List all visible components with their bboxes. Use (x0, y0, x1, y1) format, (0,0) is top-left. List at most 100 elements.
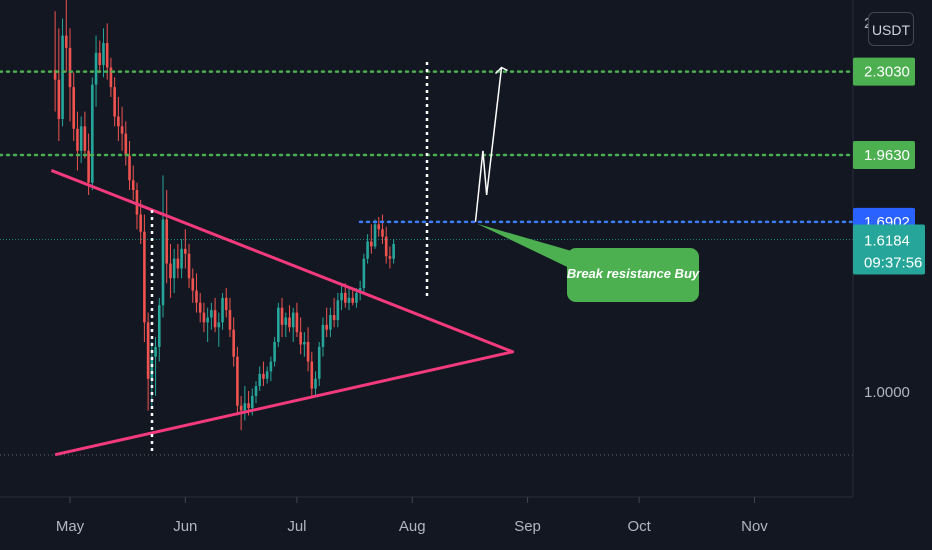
candle (254, 381, 258, 404)
candle (146, 312, 150, 411)
candle (154, 337, 157, 396)
candle (139, 199, 142, 244)
candle (317, 341, 321, 387)
candle (143, 214, 146, 342)
candle (284, 312, 288, 338)
candle (221, 292, 224, 330)
x-tick-label: Oct (627, 518, 651, 535)
candle (277, 302, 280, 347)
candle (321, 317, 325, 357)
candle (377, 217, 381, 237)
candle (53, 11, 57, 112)
candle (79, 116, 83, 164)
svg-text:1.9630: 1.9630 (864, 147, 910, 164)
candle (180, 239, 183, 279)
x-tick-label: Sep (514, 518, 541, 535)
candle (384, 226, 388, 264)
x-tick-label: May (56, 518, 85, 535)
candle (310, 351, 314, 396)
candle (273, 337, 276, 367)
candle (105, 23, 109, 80)
candle (347, 288, 351, 311)
candle (165, 190, 169, 284)
y-tick-label: 1.0000 (864, 384, 910, 401)
candle (184, 229, 187, 269)
candle (169, 243, 172, 298)
price-tag-level-1: 1.9630 (853, 140, 915, 169)
candles-layer (53, 0, 395, 431)
candle (217, 312, 221, 347)
currency-label[interactable]: USDT (868, 12, 914, 46)
callout-text: Break resistance Buy (567, 266, 700, 281)
candle (236, 346, 239, 416)
candle (258, 366, 262, 391)
candle (340, 285, 343, 311)
candle (295, 302, 299, 338)
candle (228, 297, 232, 338)
candle (243, 386, 247, 421)
candle (206, 307, 209, 342)
candle (135, 182, 139, 230)
candle (128, 141, 131, 191)
price-tag-level-0: 2.3030 (853, 57, 915, 86)
candle (157, 297, 161, 362)
svg-text:2.3030: 2.3030 (864, 64, 910, 81)
candle (373, 219, 377, 249)
projection-arrowhead (494, 66, 508, 75)
candle (72, 72, 76, 142)
candle (388, 246, 392, 269)
candle (120, 106, 124, 151)
candle (329, 307, 332, 338)
candle (314, 371, 317, 396)
x-tick-label: Jun (173, 518, 197, 535)
candle (306, 327, 310, 372)
triangle-pattern[interactable] (50, 169, 515, 457)
x-tick-label: Nov (741, 518, 768, 535)
candle (332, 297, 336, 328)
candle (91, 77, 94, 191)
candle (325, 307, 328, 338)
candle (131, 165, 135, 200)
candle (224, 288, 228, 318)
current-price-tag: 1.6184 09:37:56 (853, 224, 925, 275)
svg-text:1.6184: 1.6184 (864, 232, 910, 249)
candle (64, 0, 68, 73)
candle (109, 57, 113, 97)
candle (198, 292, 202, 323)
candle (83, 111, 87, 159)
candle (94, 35, 98, 107)
candle (76, 111, 79, 171)
candle (362, 253, 366, 293)
candle (98, 40, 102, 73)
candle (288, 305, 291, 333)
candle (280, 297, 284, 338)
candle (113, 77, 116, 127)
candle (187, 243, 191, 289)
x-tick-label: Aug (399, 518, 426, 535)
candle (291, 307, 295, 342)
candle (172, 248, 176, 293)
candle (195, 273, 198, 313)
candle (161, 175, 165, 318)
candle (232, 317, 235, 367)
candle (210, 302, 213, 330)
candle (370, 224, 373, 254)
candle (262, 361, 265, 387)
candle (303, 332, 306, 357)
candle (57, 28, 61, 142)
candle (366, 234, 369, 264)
candle (102, 28, 105, 78)
drawing-layer: Break resistance Buy (0, 62, 855, 457)
projection-path[interactable] (474, 67, 503, 222)
candle (202, 302, 206, 333)
candle (381, 214, 384, 244)
candle (191, 268, 195, 303)
candle (269, 356, 273, 382)
candle (392, 239, 395, 264)
candle (213, 297, 217, 333)
x-tick-label: Jul (287, 518, 306, 535)
break-resistance-callout[interactable]: Break resistance Buy (477, 223, 700, 302)
axes-layer: 2.30301.96301.69021.618409:37:561.00002M… (0, 0, 925, 535)
